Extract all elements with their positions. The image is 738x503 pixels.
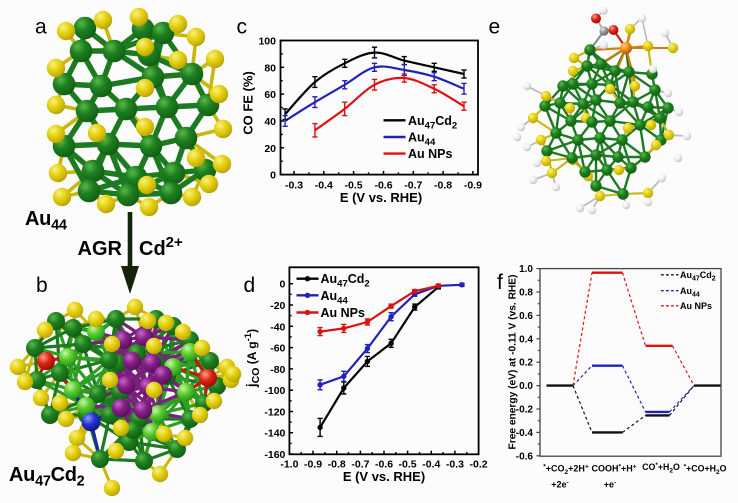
svg-text:40: 40 [264,116,276,128]
svg-text:0.2: 0.2 [519,358,533,369]
svg-text:-0.9: -0.9 [304,459,322,471]
svg-text:a: a [35,16,47,39]
svg-text:0: 0 [270,170,276,182]
svg-text:-100: -100 [264,385,285,397]
svg-text:0.8: 0.8 [519,288,533,299]
svg-text:0.6: 0.6 [519,311,533,322]
svg-text:E (V vs. RHE): E (V vs. RHE) [343,469,425,484]
svg-text:Au47Cd2: Au47Cd2 [408,114,457,132]
svg-text:+2e-​: +2e-​ [551,480,568,490]
svg-text:-0.9: -0.9 [464,180,482,192]
svg-text:60: 60 [264,89,276,101]
svg-text:f: f [497,271,503,294]
svg-text:-0.4: -0.4 [422,459,440,471]
svg-text:100: 100 [258,36,276,48]
svg-text:-1.0: -1.0 [280,459,298,471]
svg-text:-0.2: -0.2 [516,405,534,416]
svg-text:d: d [244,274,256,297]
svg-text:-0.8: -0.8 [434,180,452,192]
svg-text:-60: -60 [270,343,285,355]
svg-text:-80: -80 [270,364,285,376]
svg-text:0: 0 [280,279,286,291]
svg-text:-0.7: -0.7 [404,180,422,192]
svg-text:-0.6: -0.6 [516,451,534,462]
svg-text:-0.4: -0.4 [516,428,534,439]
svg-text:-0.6: -0.6 [375,459,393,471]
svg-text:+e-​: +e-​ [604,480,616,490]
svg-text:-0.6: -0.6 [374,180,392,192]
svg-text:-0.7: -0.7 [351,459,369,471]
svg-text:Free energy (eV) at -0.11 V (v: Free energy (eV) at -0.11 V (vs. RHE) [508,275,519,450]
svg-text:-0.2: -0.2 [470,459,488,471]
svg-text:b: b [36,274,48,297]
svg-text:20: 20 [264,143,276,155]
svg-text:0.4: 0.4 [519,334,533,345]
svg-text:c: c [237,16,248,39]
svg-text:-0.8: -0.8 [328,459,346,471]
svg-text:COOH*​+H+​: COOH*​+H+​ [591,464,636,474]
svg-text:1.0: 1.0 [519,264,533,275]
svg-text:Au47Cd2: Au47Cd2 [321,272,370,290]
svg-text:-0.4: -0.4 [315,180,333,192]
svg-text:CO FE (%): CO FE (%) [241,71,256,135]
svg-text:-20: -20 [270,300,285,312]
svg-text:Au NPs: Au NPs [680,301,712,311]
svg-text:-0.3: -0.3 [446,459,464,471]
svg-text:e: e [489,16,501,39]
svg-text:0.0: 0.0 [519,381,533,392]
svg-text:80: 80 [264,62,276,74]
svg-text:AGR: AGR [78,238,123,260]
svg-text:-0.5: -0.5 [345,180,363,192]
svg-text:E (V vs. RHE): E (V vs. RHE) [340,190,422,205]
svg-text:-0.3: -0.3 [285,180,303,192]
svg-text:-140: -140 [264,428,285,440]
svg-text:-40: -40 [270,321,285,333]
svg-text:Au NPs: Au NPs [408,147,453,161]
svg-text:-0.5: -0.5 [399,459,417,471]
svg-text:Au47Cd2: Au47Cd2 [680,270,716,283]
svg-text:-160: -160 [264,449,285,461]
svg-text:*​+CO+H2​O: *​+CO+H2​O [684,464,727,477]
svg-text:Au NPs: Au NPs [321,306,366,320]
svg-text:*​+CO2​+2H+​: *​+CO2​+2H+​ [543,464,589,477]
svg-text:-120: -120 [264,407,285,419]
